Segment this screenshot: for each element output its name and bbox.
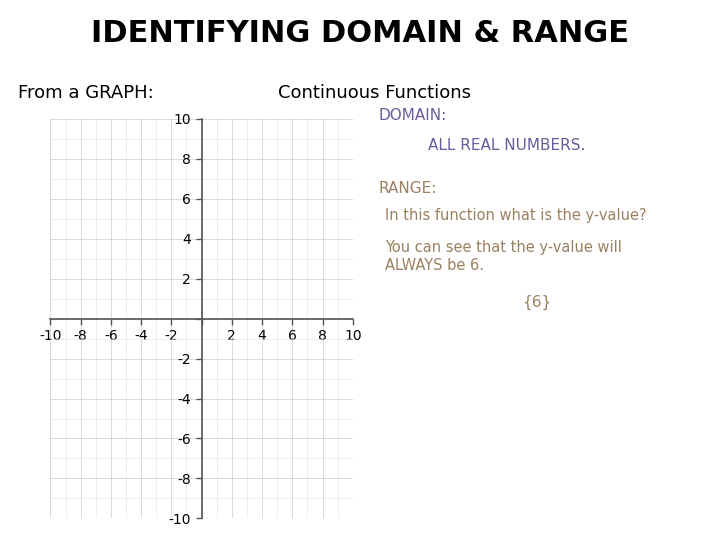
Text: {6}: {6} [522, 294, 552, 309]
Text: From a GRAPH:: From a GRAPH: [18, 84, 154, 102]
Text: You can see that the y-value will
ALWAYS be 6.: You can see that the y-value will ALWAYS… [385, 240, 622, 273]
Text: In this function what is the y-value?: In this function what is the y-value? [385, 208, 647, 223]
Text: IDENTIFYING DOMAIN & RANGE: IDENTIFYING DOMAIN & RANGE [91, 19, 629, 48]
Text: RANGE:: RANGE: [378, 181, 436, 196]
Text: Continuous Functions: Continuous Functions [278, 84, 471, 102]
Text: DOMAIN:: DOMAIN: [378, 108, 446, 123]
Text: ALL REAL NUMBERS.: ALL REAL NUMBERS. [428, 138, 586, 153]
